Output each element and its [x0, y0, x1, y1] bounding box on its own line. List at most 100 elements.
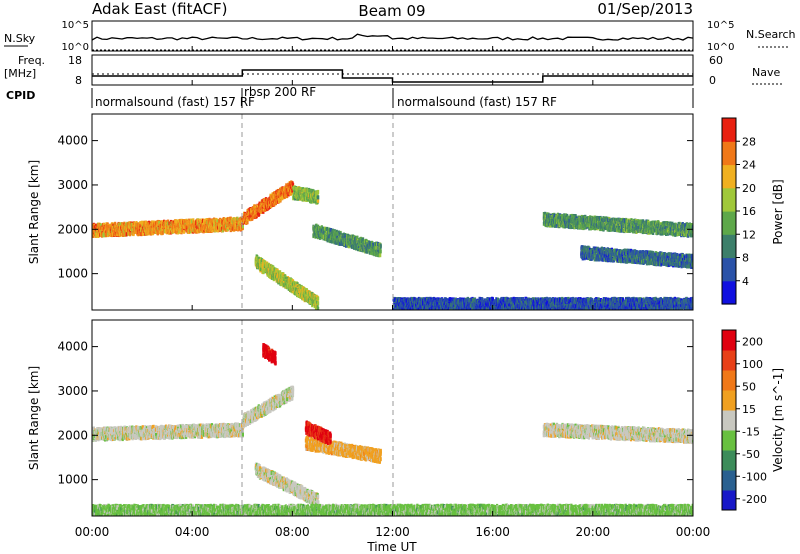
nsky-line: [91, 33, 694, 41]
heatmap-cell: [316, 192, 319, 197]
heatmap-cell: [312, 189, 315, 194]
heatmap-cell: [110, 232, 113, 237]
heatmap-cell: [339, 232, 342, 237]
heatmap-cell: [150, 228, 153, 233]
heatmap-cell: [156, 231, 159, 236]
freq-trace: [92, 69, 693, 83]
heatmap-cell: [469, 306, 472, 310]
heatmap-cell: [339, 241, 342, 246]
heatmap-cell: [131, 227, 134, 232]
heatmap-cell: [216, 219, 219, 224]
heatmap-cell: [193, 229, 196, 234]
heatmap-cell: [94, 223, 98, 228]
heatmap-cell: [92, 233, 95, 238]
heatmap-cell: [308, 188, 311, 193]
beam-title: Beam 09: [358, 2, 425, 20]
cpid-segment-1: normalsound (fast) 157 RF: [95, 95, 255, 109]
heatmap-cell: [254, 205, 257, 210]
station-title: Adak East (fitACF): [92, 0, 227, 18]
heatmap-cell: [292, 286, 295, 291]
heatmap-cell: [316, 304, 319, 309]
heatmap-cell: [344, 243, 348, 248]
heatmap-cell: [251, 215, 254, 220]
nsearch-tick-top: 10^5: [707, 20, 734, 31]
heatmap-cell: [175, 219, 178, 224]
heatmap-cell: [320, 225, 323, 230]
nsky-tick-top: 10^5: [62, 20, 89, 31]
heatmap-cell: [231, 224, 234, 228]
heatmap-cell: [478, 299, 481, 304]
heatmap-cell: [134, 221, 137, 226]
heatmap-cell: [281, 196, 284, 201]
heatmap-cell: [208, 217, 211, 222]
heatmap-cell: [372, 251, 375, 256]
heatmap-cell: [211, 228, 214, 233]
heatmap-cell: [317, 306, 320, 310]
heatmap-cell: [161, 230, 164, 235]
heatmap-cell: [329, 228, 333, 232]
freq-panel: Freq. [MHz] 18 8 60 0 Nave: [4, 54, 782, 87]
heatmap-cell: [125, 232, 128, 237]
heatmap-cell: [263, 198, 266, 203]
nave-tick-top: 60: [709, 54, 723, 67]
heatmap-cell: [379, 253, 382, 258]
nsky-label: N.Sky: [4, 32, 36, 45]
heatmap-cell: [261, 258, 264, 263]
heatmap-cell: [229, 216, 232, 221]
heatmap-cell: [329, 238, 333, 243]
heatmap-cell: [264, 207, 267, 212]
heatmap-cell: [364, 245, 367, 250]
heatmap-cell: [461, 298, 464, 303]
heatmap-cell: [317, 301, 320, 306]
heatmap-cell: [253, 215, 256, 220]
freq-label: Freq.: [18, 54, 45, 67]
heatmap-cell: [317, 296, 320, 301]
heatmap-cell: [478, 296, 481, 301]
heatmap-cell: [300, 285, 303, 290]
heatmap-cell: [356, 235, 359, 240]
heatmap-cell: [221, 223, 224, 228]
heatmap-cell: [262, 268, 265, 273]
heatmap-cell: [284, 276, 287, 281]
heatmap-cell: [114, 221, 117, 226]
power-cells: [92, 180, 693, 310]
heatmap-cell: [184, 219, 187, 224]
heatmap-cell: [285, 183, 288, 188]
freq-unit: [MHz]: [4, 67, 36, 80]
heatmap-cell: [379, 243, 382, 248]
heatmap-cell: [336, 235, 339, 240]
heatmap-cell: [465, 299, 468, 304]
freq-tick-top: 18: [68, 54, 82, 67]
heatmap-cell: [222, 217, 225, 221]
nsearch-label: N.Search: [746, 28, 796, 41]
heatmap-cell: [198, 218, 201, 223]
heatmap-cell: [316, 232, 319, 237]
heatmap-cell: [120, 222, 123, 227]
heatmap-cell: [291, 182, 295, 187]
heatmap-cell: [324, 232, 327, 237]
heatmap-cell: [317, 198, 320, 203]
heatmap-cell: [400, 300, 403, 304]
heatmap-cell: [375, 246, 378, 250]
heatmap-cell: [192, 218, 195, 223]
cpid-label: CPID: [6, 89, 35, 102]
heatmap-cell: [241, 224, 244, 229]
heatmap-cell: [110, 230, 113, 235]
heatmap-cell: [132, 232, 135, 237]
heatmap-cell: [366, 249, 369, 254]
date-title: 01/Sep/2013: [597, 0, 693, 18]
heatmap-cell: [93, 225, 96, 230]
heatmap-cell: [97, 233, 100, 237]
heatmap-cell: [317, 195, 320, 200]
heatmap-cell: [221, 228, 224, 233]
heatmap-cell: [166, 229, 169, 234]
heatmap-cell: [473, 308, 477, 310]
heatmap-cell: [246, 220, 249, 225]
heatmap-cell: [291, 188, 295, 193]
cpid-panel: CPID normalsound (fast) 157 RF rbsp 200 …: [6, 85, 694, 109]
frequency-line: [92, 69, 693, 83]
nsearch-tick-bottom: 10^0: [707, 42, 734, 53]
heatmap-cell: [276, 276, 279, 281]
heatmap-cell: [279, 270, 282, 275]
